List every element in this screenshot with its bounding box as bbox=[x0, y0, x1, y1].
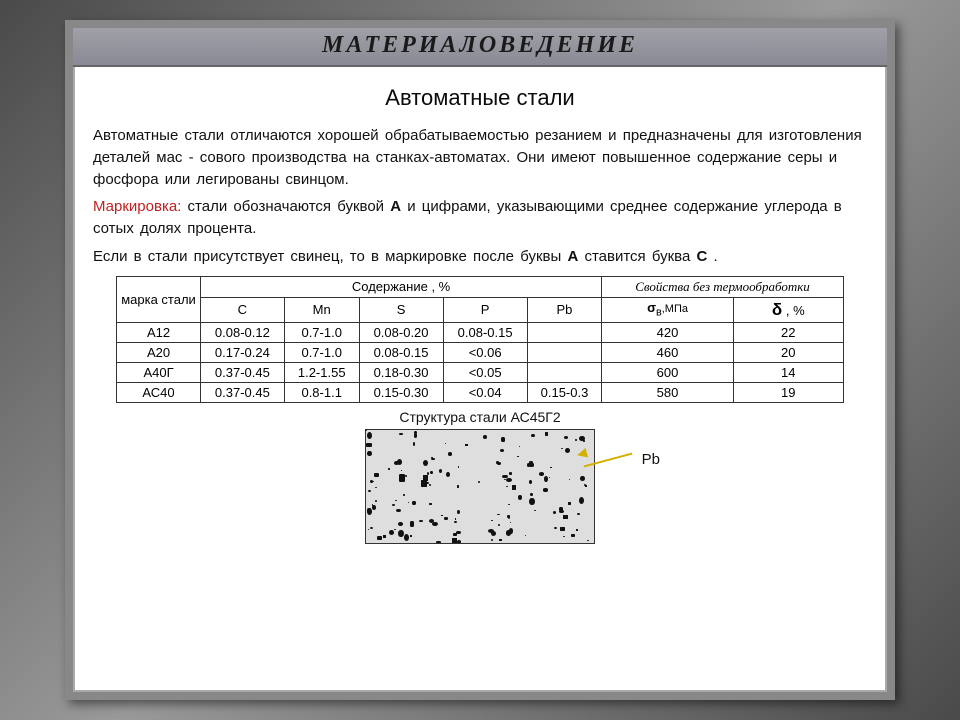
table-row: А200.17-0.240.7-1.00.08-0.15<0.06 46020 bbox=[117, 342, 844, 362]
table-cell: 460 bbox=[602, 342, 734, 362]
microstructure-block: Структура стали АС45Г2 Pb bbox=[93, 409, 867, 549]
table-cell: 0.37-0.45 bbox=[200, 362, 284, 382]
table-cell: 0.08-0.15 bbox=[443, 322, 527, 342]
arrow-label: Pb bbox=[642, 451, 660, 468]
marking-label: Маркировка: bbox=[93, 198, 181, 215]
table-cell bbox=[527, 362, 602, 382]
table-cell: 0.15-0.30 bbox=[359, 382, 443, 402]
table-cell: 0.08-0.12 bbox=[200, 322, 284, 342]
table-cell: 0.7-1.0 bbox=[284, 322, 359, 342]
micro-caption: Структура стали АС45Г2 bbox=[93, 409, 867, 425]
table-row: А120.08-0.120.7-1.00.08-0.200.08-0.15 420… bbox=[117, 322, 844, 342]
table-cell: 0.8-1.1 bbox=[284, 382, 359, 402]
th-delta: δ , % bbox=[733, 297, 843, 322]
document-frame: МАТЕРИАЛОВЕДЕНИЕ Автоматные стали Автома… bbox=[65, 20, 895, 700]
lead-text-a: Если в стали присутствует свинец, то в м… bbox=[93, 248, 567, 265]
th-sigma: σв,МПа bbox=[602, 297, 734, 322]
content-area: Автоматные стали Автоматные стали отлича… bbox=[73, 67, 887, 557]
marking-text-a: стали обозначаются буквой bbox=[181, 198, 390, 215]
table-cell: 14 bbox=[733, 362, 843, 382]
table-cell: <0.06 bbox=[443, 342, 527, 362]
table-row: А40Г0.37-0.451.2-1.550.18-0.30<0.05 60014 bbox=[117, 362, 844, 382]
table-cell: 420 bbox=[602, 322, 734, 342]
paragraph-intro: Автоматные стали отличаются хорошей обра… bbox=[93, 125, 867, 190]
micro-image bbox=[365, 429, 595, 544]
th-c: C bbox=[200, 297, 284, 322]
table-cell: 1.2-1.55 bbox=[284, 362, 359, 382]
th-s: S bbox=[359, 297, 443, 322]
th-pb: Pb bbox=[527, 297, 602, 322]
steel-table: марка стали Содержание , % Свойства без … bbox=[116, 276, 844, 403]
table-cell bbox=[527, 342, 602, 362]
table-cell: <0.05 bbox=[443, 362, 527, 382]
table-cell: 0.17-0.24 bbox=[200, 342, 284, 362]
header-title: МАТЕРИАЛОВЕДЕНИЕ bbox=[73, 32, 887, 59]
paragraph-lead: Если в стали присутствует свинец, то в м… bbox=[93, 246, 867, 268]
th-props: Свойства без термообработки bbox=[602, 276, 844, 297]
lead-text-b: ставится буква bbox=[578, 248, 696, 265]
table-cell: <0.04 bbox=[443, 382, 527, 402]
lead-letter-c: С bbox=[696, 248, 707, 265]
table-cell bbox=[527, 322, 602, 342]
th-marka: марка стали bbox=[117, 276, 201, 322]
page-subtitle: Автоматные стали bbox=[93, 85, 867, 111]
table-cell: 0.08-0.15 bbox=[359, 342, 443, 362]
paragraph-marking: Маркировка: стали обозначаются буквой А … bbox=[93, 196, 867, 240]
table-cell: А12 bbox=[117, 322, 201, 342]
table-cell: А40Г bbox=[117, 362, 201, 382]
table-cell: 580 bbox=[602, 382, 734, 402]
lead-text-c: . bbox=[707, 248, 717, 265]
micro-box: Pb bbox=[365, 429, 595, 549]
table-cell: А20 bbox=[117, 342, 201, 362]
table-cell: 22 bbox=[733, 322, 843, 342]
table-row: АС400.37-0.450.8-1.10.15-0.30<0.040.15-0… bbox=[117, 382, 844, 402]
marking-letter-a: А bbox=[390, 198, 401, 215]
th-mn: Mn bbox=[284, 297, 359, 322]
th-content: Содержание , % bbox=[200, 276, 601, 297]
lead-letter-a: А bbox=[567, 248, 578, 265]
table-cell: 20 bbox=[733, 342, 843, 362]
table-cell: 600 bbox=[602, 362, 734, 382]
header-bar: МАТЕРИАЛОВЕДЕНИЕ bbox=[73, 28, 887, 67]
table-wrapper: марка стали Содержание , % Свойства без … bbox=[116, 276, 844, 403]
table-cell: 0.08-0.20 bbox=[359, 322, 443, 342]
table-cell: 19 bbox=[733, 382, 843, 402]
th-p: P bbox=[443, 297, 527, 322]
table-cell: 0.37-0.45 bbox=[200, 382, 284, 402]
table-cell: 0.15-0.3 bbox=[527, 382, 602, 402]
table-cell: 0.7-1.0 bbox=[284, 342, 359, 362]
table-cell: 0.18-0.30 bbox=[359, 362, 443, 382]
table-cell: АС40 bbox=[117, 382, 201, 402]
